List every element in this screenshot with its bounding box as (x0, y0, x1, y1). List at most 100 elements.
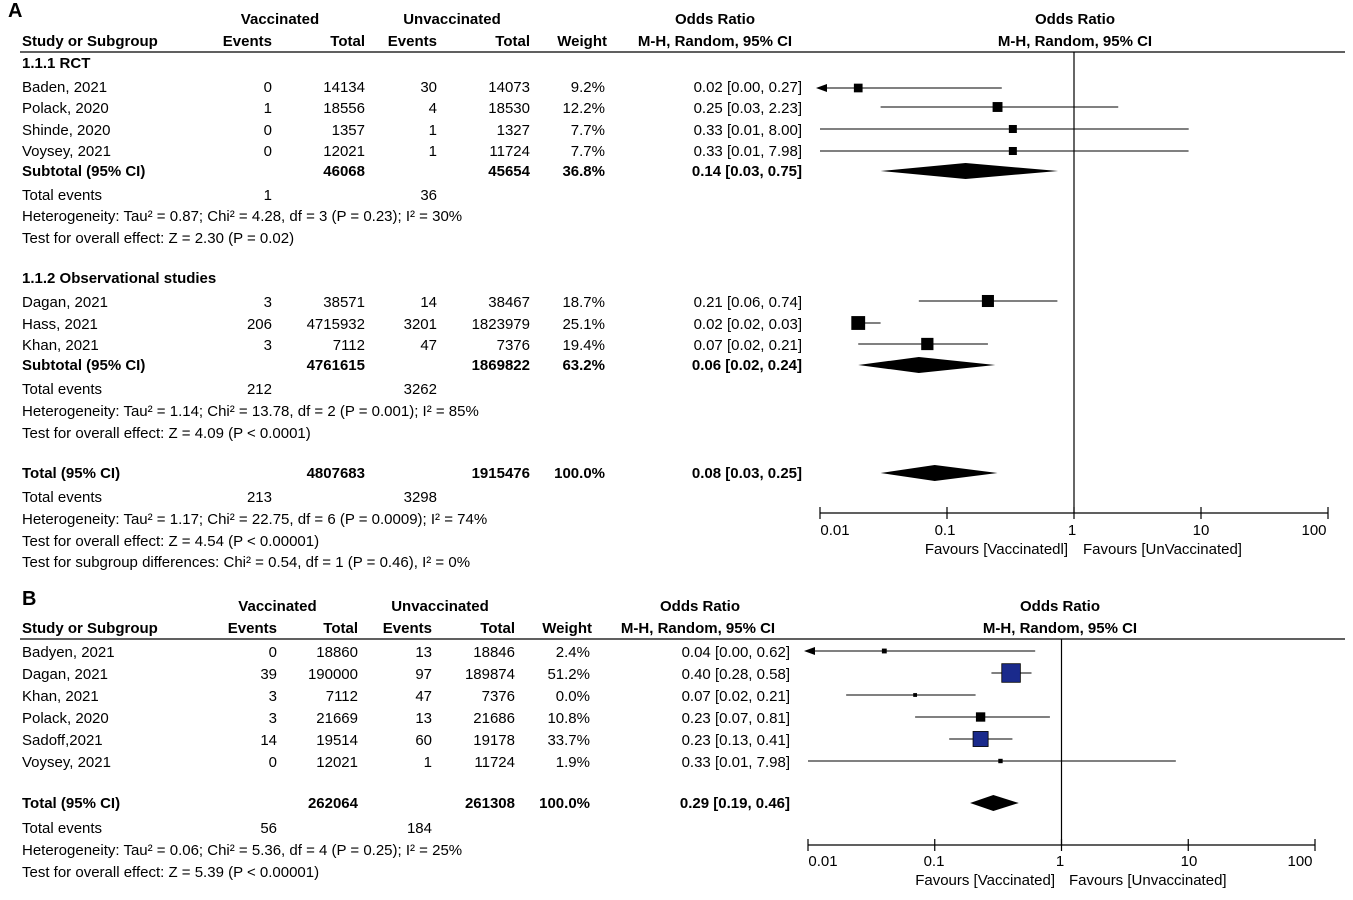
favours-left-label: Favours [Vaccinatedl] (924, 541, 1068, 558)
events-vaccinated: 0 (263, 79, 272, 96)
total-events-vaccinated: 213 (246, 489, 272, 506)
point-estimate-square (998, 758, 1003, 764)
panel-b-vaccinated-header: Vaccinated (238, 598, 317, 615)
or-ci-value: 0.23 [0.13, 0.41] (681, 732, 790, 749)
axis-tick-label: 1 (1067, 522, 1077, 539)
subtotal-total-vaccinated: 4761615 (306, 357, 365, 374)
subtotal-weight: 63.2% (562, 357, 605, 374)
total-vaccinated: 18556 (323, 100, 365, 117)
total-vaccinated: 190000 (307, 666, 358, 683)
subtotal-label: Subtotal (95% CI) (22, 163, 146, 180)
or-ci-value: 0.02 [0.02, 0.03] (693, 316, 802, 333)
panel-b-total2-header: Total (480, 620, 515, 637)
events-unvaccinated: 97 (415, 666, 432, 683)
panel-a-events1-header: Events (222, 33, 272, 50)
or-ci-value: 0.25 [0.03, 2.23] (693, 100, 802, 117)
total-unvaccinated: 11724 (474, 754, 515, 771)
pooled-diamond (880, 465, 998, 481)
events-vaccinated: 0 (263, 122, 272, 139)
total-unvaccinated: 18846 (473, 644, 515, 661)
events-vaccinated: 206 (246, 316, 272, 333)
overall-effect-text: Test for overall effect: Z = 5.39 (P < 0… (22, 864, 320, 881)
heterogeneity-text: Heterogeneity: Tau² = 1.17; Chi² = 22.75… (22, 511, 488, 528)
total-unvaccinated: 11724 (489, 143, 530, 160)
study-name: Dagan, 2021 (22, 294, 108, 311)
point-estimate-square (881, 648, 887, 654)
subtotal-total-unvaccinated: 1869822 (471, 357, 530, 374)
total-events-vaccinated: 1 (263, 187, 272, 204)
axis-tick-label: 100 (1287, 853, 1313, 870)
total-unvaccinated: 1823979 (471, 316, 530, 333)
panel-a-weight-header: Weight (557, 33, 607, 50)
or-ci-value: 0.33 [0.01, 8.00] (693, 122, 802, 139)
point-estimate-square (913, 693, 918, 697)
weight-value: 0.0% (555, 688, 590, 705)
overall-effect-text: Test for overall effect: Z = 4.09 (P < 0… (22, 425, 311, 442)
events-unvaccinated: 1 (428, 143, 437, 160)
heterogeneity-text: Heterogeneity: Tau² = 1.14; Chi² = 13.78… (22, 403, 479, 420)
panel-a-vaccinated-header: Vaccinated (240, 11, 320, 28)
total-events-vaccinated: 212 (246, 381, 272, 398)
point-estimate-square (975, 712, 986, 722)
favours-left-label: Favours [Vaccinated] (915, 872, 1055, 889)
axis-tick-label: 100 (1301, 522, 1327, 539)
weight-value: 9.2% (570, 79, 605, 96)
study-name: Baden, 2021 (22, 79, 108, 96)
panel-a-study-header: Study or Subgroup (22, 33, 158, 50)
subtotal-label: Subtotal (95% CI) (22, 357, 146, 374)
study-name: Voysey, 2021 (22, 754, 111, 771)
panel-b-total1-header: Total (323, 620, 358, 637)
favours-right-label: Favours [UnVaccinated] (1083, 541, 1242, 558)
heterogeneity-text: Heterogeneity: Tau² = 0.06; Chi² = 5.36,… (22, 842, 463, 859)
overall-effect-text: Test for overall effect: Z = 2.30 (P = 0… (22, 230, 295, 247)
weight-value: 51.2% (547, 666, 590, 683)
axis-tick-label: 10 (1192, 522, 1210, 539)
total-vaccinated: 4715932 (306, 316, 365, 333)
study-name: Khan, 2021 (22, 688, 99, 705)
weight-value: 10.8% (547, 710, 590, 727)
total-unvaccinated: 38467 (488, 294, 530, 311)
point-estimate-square (853, 83, 863, 93)
total-unvaccinated: 14073 (488, 79, 530, 96)
axis-tick-label: 1 (1055, 853, 1065, 870)
total-total-unvaccinated: 1915476 (471, 465, 530, 482)
or-ci-value: 0.40 [0.28, 0.58] (681, 666, 790, 683)
total-events-label: Total events (22, 381, 103, 398)
total-total-unvaccinated: 261308 (464, 795, 515, 812)
total-events-unvaccinated: 3262 (403, 381, 437, 398)
panel-b-unvaccinated-header: Unvaccinated (391, 598, 489, 615)
or-ci-value: 0.23 [0.07, 0.81] (681, 710, 790, 727)
or-ci-value: 0.02 [0.00, 0.27] (693, 79, 802, 96)
events-unvaccinated: 14 (420, 294, 437, 311)
events-unvaccinated: 4 (428, 100, 437, 117)
events-unvaccinated: 30 (420, 79, 437, 96)
events-vaccinated: 3 (263, 294, 272, 311)
study-name: Khan, 2021 (22, 337, 99, 354)
point-estimate-square (1001, 663, 1021, 683)
subgroup-differences-text: Test for subgroup differences: Chi² = 0.… (22, 554, 471, 571)
axis-tick-label: 0.01 (808, 853, 838, 870)
ci-arrow (804, 647, 815, 655)
panel-a-odds-ratio-header: Odds Ratio (674, 11, 755, 28)
weight-value: 7.7% (570, 122, 605, 139)
events-vaccinated: 3 (263, 337, 272, 354)
total-total-vaccinated: 4807683 (306, 465, 365, 482)
events-unvaccinated: 3201 (403, 316, 437, 333)
total-total-vaccinated: 262064 (307, 795, 358, 812)
axis-tick-label: 0.1 (923, 853, 945, 870)
study-name: Polack, 2020 (22, 710, 109, 727)
total-weight: 100.0% (539, 795, 590, 812)
ci-arrow (816, 84, 827, 92)
events-vaccinated: 0 (263, 143, 272, 160)
heterogeneity-text: Heterogeneity: Tau² = 0.87; Chi² = 4.28,… (22, 208, 463, 225)
subtotal-weight: 36.8% (562, 163, 605, 180)
events-vaccinated: 0 (268, 754, 277, 771)
pooled-diamond (880, 163, 1059, 179)
subtotal-total-unvaccinated: 45654 (488, 163, 530, 180)
point-estimate-square (1008, 124, 1017, 134)
total-vaccinated: 12021 (323, 143, 365, 160)
axis-tick-label: 10 (1180, 853, 1198, 870)
total-vaccinated: 18860 (316, 644, 358, 661)
panel-a-total2-header: Total (495, 33, 530, 50)
